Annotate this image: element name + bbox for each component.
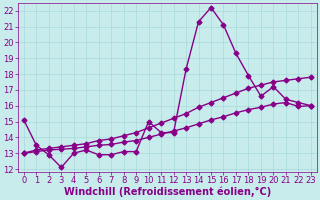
X-axis label: Windchill (Refroidissement éolien,°C): Windchill (Refroidissement éolien,°C) xyxy=(64,187,271,197)
